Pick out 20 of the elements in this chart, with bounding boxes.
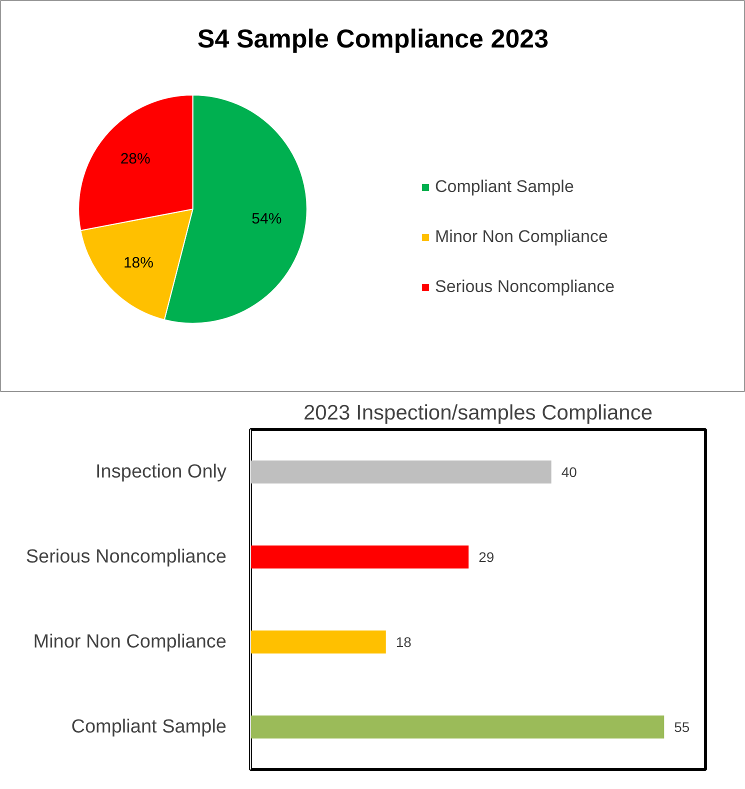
- legend-label: Minor Non Compliance: [435, 227, 608, 247]
- chart-title: S4 Sample Compliance 2023: [197, 23, 549, 54]
- bar: [250, 546, 469, 568]
- legend-label: Serious Noncompliance: [435, 277, 615, 297]
- legend-label: Compliant Sample: [435, 177, 574, 197]
- chart-title: 2023 Inspection/samples Compliance: [303, 402, 653, 424]
- data-label: 28%: [120, 150, 150, 168]
- y-tick-label: Compliant Sample: [71, 716, 227, 738]
- bar: [250, 630, 386, 654]
- data-label: 40: [561, 464, 578, 480]
- bar: [250, 460, 552, 484]
- data-label: 55: [674, 719, 690, 735]
- bar: [250, 716, 664, 738]
- y-tick-label: Minor Non Compliance: [33, 632, 227, 652]
- data-label: 18: [396, 634, 412, 650]
- y-tick-label: Serious Noncompliance: [26, 546, 227, 568]
- data-label: 54%: [252, 210, 282, 228]
- data-label: 29: [478, 549, 494, 565]
- y-tick-label: Inspection Only: [96, 462, 227, 482]
- data-label: 18%: [123, 254, 154, 272]
